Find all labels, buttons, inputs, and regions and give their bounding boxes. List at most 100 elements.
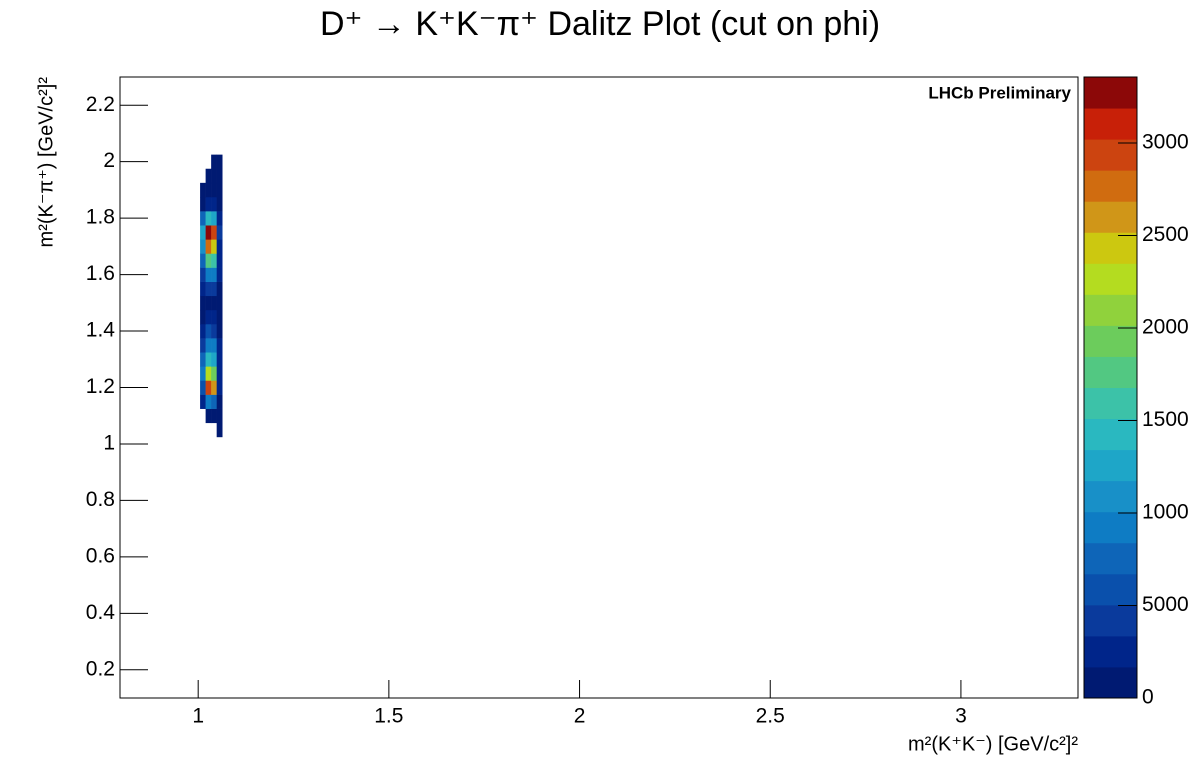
heatmap-cell <box>205 338 212 353</box>
heatmap-cell <box>200 281 206 297</box>
heatmap-cell <box>216 168 223 184</box>
heatmap-cell <box>216 323 223 339</box>
heatmap-cell <box>216 239 223 254</box>
heatmap-cell <box>200 182 206 198</box>
colorbar-band <box>1084 449 1137 482</box>
heatmap-cell <box>216 309 223 325</box>
heatmap-cell <box>200 267 206 282</box>
heatmap-cell <box>211 211 217 226</box>
y-tick-label: 1.8 <box>86 206 115 229</box>
heatmap-cell <box>205 380 212 395</box>
heatmap-cell <box>216 182 223 198</box>
y-tick-label: 0.2 <box>86 657 115 680</box>
x-axis-label: m²(K⁺K⁻) [GeV/c²]² <box>908 733 1078 755</box>
heatmap-cell <box>205 196 212 212</box>
x-tick-label: 2.5 <box>756 705 785 728</box>
x-tick-label: 1.5 <box>374 705 403 728</box>
x-tick-label: 1 <box>192 705 204 728</box>
y-tick-label: 0.4 <box>86 601 116 624</box>
colorbar-band <box>1084 294 1137 326</box>
y-tick-label: 1.6 <box>86 262 115 285</box>
heatmap-cell <box>216 196 223 212</box>
heatmap-cell <box>211 225 217 240</box>
heatmap-cell <box>205 225 212 240</box>
heatmap-cell <box>211 366 217 381</box>
x-tick-label: 3 <box>955 705 967 728</box>
colorbar-band <box>1084 77 1137 109</box>
colorbar-band <box>1084 635 1137 668</box>
heatmap-cell <box>211 323 217 339</box>
heatmap-cell <box>200 338 206 353</box>
y-axis-label: m²(K⁻π⁺) [GeV/c²]² <box>35 77 57 248</box>
colorbar-band <box>1084 325 1137 357</box>
colorbar-band <box>1084 201 1137 233</box>
y-tick-label: 2.2 <box>86 93 115 116</box>
y-tick-label: 1.2 <box>86 375 115 398</box>
colorbar-band <box>1084 511 1137 544</box>
heatmap-cell <box>216 352 223 367</box>
heatmap-cell <box>211 196 217 212</box>
heatmap-cell <box>205 182 212 198</box>
heatmap-cell <box>216 154 223 170</box>
colorbar-tick-label: 2500 <box>1142 223 1189 246</box>
heatmap-cell <box>211 380 217 395</box>
colorbar-band <box>1084 542 1137 575</box>
heatmap-cell <box>205 211 212 226</box>
heatmap-cell <box>200 295 206 311</box>
colorbar-band <box>1084 139 1137 171</box>
heatmap-cell <box>211 267 217 282</box>
heatmap-cell <box>216 338 223 353</box>
y-tick-label: 1.4 <box>86 319 116 342</box>
heatmap-cell <box>216 380 223 395</box>
heatmap-cell <box>200 366 206 381</box>
heatmap-cell <box>216 422 223 438</box>
heatmap-cell <box>211 154 217 170</box>
heatmap-cell <box>211 253 217 268</box>
y-tick-label: 0.8 <box>86 488 115 511</box>
colorbar-tick-label: 1000 <box>1142 501 1189 524</box>
heatmap-cell <box>200 352 206 367</box>
colorbar-tick-label: 0 <box>1142 686 1154 709</box>
heatmap-cell <box>211 394 217 409</box>
heatmap-cell <box>200 239 206 254</box>
colorbar-tick-label: 2000 <box>1142 316 1189 339</box>
heatmap-cell <box>205 239 212 254</box>
colorbar-band <box>1084 604 1137 637</box>
heatmap-cell <box>211 309 217 325</box>
heatmap-cell <box>205 295 212 311</box>
colorbar-band <box>1084 387 1137 420</box>
heatmap-cell <box>205 323 212 339</box>
colorbar-band <box>1084 232 1137 264</box>
heatmap-cell <box>211 295 217 311</box>
heatmap-cell <box>205 394 212 409</box>
y-tick-label: 0.6 <box>86 544 115 567</box>
heatmap-cell <box>216 408 223 424</box>
heatmap-cell <box>216 366 223 381</box>
heatmap-cell <box>200 225 206 240</box>
heatmap-cell <box>211 168 217 184</box>
colorbar-tick-label: 3000 <box>1142 131 1189 154</box>
colorbar-band <box>1084 170 1137 202</box>
heatmap-cell <box>211 352 217 367</box>
heatmap-cell <box>205 267 212 282</box>
colorbar-tick-label: 1500 <box>1142 408 1189 431</box>
heatmap-cell <box>216 267 223 282</box>
heatmap-cell <box>216 225 223 240</box>
heatmap-cell <box>200 253 206 268</box>
heatmap-cell <box>216 295 223 311</box>
heatmap-cell <box>200 196 206 212</box>
heatmap-cell <box>211 408 217 424</box>
colorbar-band <box>1084 263 1137 295</box>
y-tick-label: 1 <box>103 432 115 455</box>
heatmap-cell <box>205 408 212 424</box>
heatmap-cell <box>200 394 206 409</box>
heatmap-cell <box>211 281 217 297</box>
heatmap-cell <box>216 394 223 409</box>
heatmap-cell <box>211 239 217 254</box>
colorbar-frame <box>1083 76 1138 699</box>
heatmap-cell <box>211 182 217 198</box>
heatmap-cell <box>200 309 206 325</box>
colorbar-band <box>1084 666 1137 699</box>
